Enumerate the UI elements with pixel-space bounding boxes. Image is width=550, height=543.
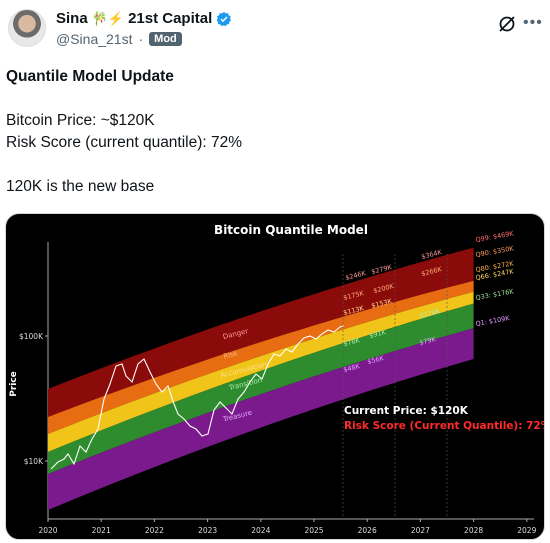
- y-axis-label: Price: [9, 371, 19, 397]
- handle-row: @Sina_21st · Mod: [56, 31, 182, 47]
- band-transition: [48, 303, 474, 474]
- more-options-icon[interactable]: •••: [523, 14, 543, 31]
- display-name[interactable]: Sina: [56, 10, 88, 27]
- name-emoji: 🎋⚡: [91, 10, 125, 26]
- band-price-label: $79K: [419, 335, 438, 347]
- quantile-label: Q99: $469K: [475, 229, 515, 244]
- avatar[interactable]: [8, 9, 46, 47]
- current-price-annotation: Current Price: $120K: [344, 405, 469, 417]
- y-tick-label: $100K: [19, 332, 44, 341]
- x-tick-label: 2028: [464, 526, 483, 535]
- band-danger: [48, 247, 474, 417]
- post-line-risk: Risk Score (current quantile): 72%: [6, 134, 243, 151]
- x-tick-label: 2025: [304, 526, 323, 535]
- chart-title: Bitcoin Quantile Model: [214, 223, 368, 237]
- risk-score-annotation: Risk Score (Current Quantile): 72%: [344, 420, 545, 432]
- x-tick-label: 2029: [517, 526, 536, 535]
- quantile-chart: Bitcoin Quantile ModelPriceDangerRiskAcc…: [9, 223, 545, 535]
- verified-badge-icon: [216, 11, 232, 26]
- band-treasure: [48, 328, 474, 510]
- post-line-price: Bitcoin Price: ~$120K: [6, 112, 155, 129]
- quantile-label: Q33: $176K: [475, 287, 515, 302]
- band-label-risk: Risk: [223, 349, 240, 361]
- handle[interactable]: @Sina_21st: [56, 31, 133, 47]
- post-header: Sina 🎋⚡ 21st Capital @Sina_21st · Mod ••…: [0, 0, 550, 58]
- band-price-label: $78K: [343, 336, 362, 348]
- post-body: Quantile Model Update Bitcoin Price: ~$1…: [6, 66, 242, 198]
- btc-price-line: [50, 325, 345, 470]
- post-media-chart[interactable]: Bitcoin Quantile Model Price Danger Risk Acc…: [5, 213, 545, 540]
- affiliation[interactable]: 21st Capital: [128, 10, 213, 27]
- grok-icon[interactable]: [497, 14, 517, 34]
- mod-badge: Mod: [149, 32, 182, 46]
- x-tick-label: 2027: [411, 526, 430, 535]
- band-price-label: $48K: [343, 362, 362, 374]
- x-tick-label: 2026: [358, 526, 377, 535]
- post-title: Quantile Model Update: [6, 68, 174, 85]
- x-tick-label: 2020: [38, 526, 57, 535]
- x-tick-label: 2021: [92, 526, 111, 535]
- post-line-base: 120K is the new base: [6, 178, 155, 195]
- band-price-label: $56K: [367, 354, 386, 366]
- separator: ·: [138, 31, 144, 47]
- quantile-label: Q1: $109K: [475, 314, 511, 328]
- band-accumulation: [48, 291, 474, 452]
- y-tick-label: $10K: [24, 457, 44, 466]
- x-tick-label: 2022: [145, 526, 164, 535]
- x-tick-label: 2024: [251, 526, 270, 535]
- author-name-row[interactable]: Sina 🎋⚡ 21st Capital: [56, 10, 232, 27]
- band-price-label: $91K: [369, 328, 388, 340]
- quantile-label: Q90: $350K: [475, 244, 515, 259]
- band-risk: [48, 280, 474, 434]
- x-tick-label: 2023: [198, 526, 217, 535]
